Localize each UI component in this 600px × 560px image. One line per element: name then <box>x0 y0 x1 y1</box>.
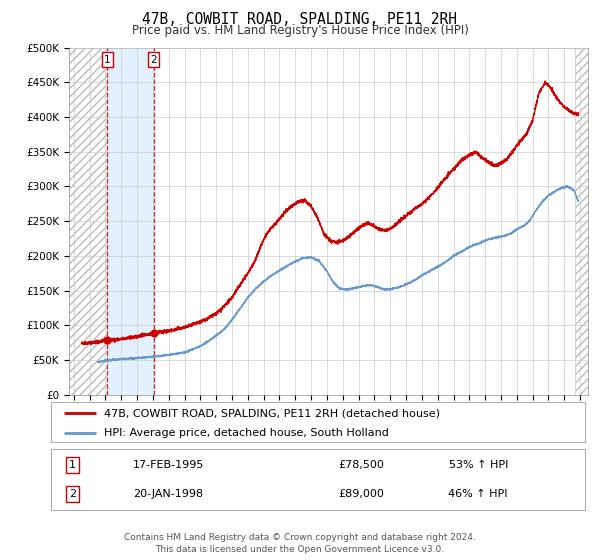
Point <box>149 329 158 338</box>
Text: £89,000: £89,000 <box>338 489 383 499</box>
Text: £78,500: £78,500 <box>338 460 383 470</box>
Bar <box>107 48 154 395</box>
Text: 17-FEB-1995: 17-FEB-1995 <box>133 460 204 470</box>
Text: 2: 2 <box>69 489 76 499</box>
Bar <box>69 48 107 395</box>
Text: 47B, COWBIT ROAD, SPALDING, PE11 2RH (detached house): 47B, COWBIT ROAD, SPALDING, PE11 2RH (de… <box>104 408 440 418</box>
Text: Contains HM Land Registry data © Crown copyright and database right 2024.
This d: Contains HM Land Registry data © Crown c… <box>124 533 476 554</box>
Text: 20-JAN-1998: 20-JAN-1998 <box>133 489 203 499</box>
Text: 53% ↑ HPI: 53% ↑ HPI <box>449 460 508 470</box>
Text: 47B, COWBIT ROAD, SPALDING, PE11 2RH: 47B, COWBIT ROAD, SPALDING, PE11 2RH <box>143 12 458 27</box>
Text: Price paid vs. HM Land Registry's House Price Index (HPI): Price paid vs. HM Land Registry's House … <box>131 24 469 36</box>
Text: 1: 1 <box>69 460 76 470</box>
Point <box>103 336 112 345</box>
Text: 1: 1 <box>104 55 110 65</box>
Text: 2: 2 <box>151 55 157 65</box>
Text: 46% ↑ HPI: 46% ↑ HPI <box>448 489 508 499</box>
Text: HPI: Average price, detached house, South Holland: HPI: Average price, detached house, Sout… <box>104 428 389 438</box>
Bar <box>575 48 588 395</box>
